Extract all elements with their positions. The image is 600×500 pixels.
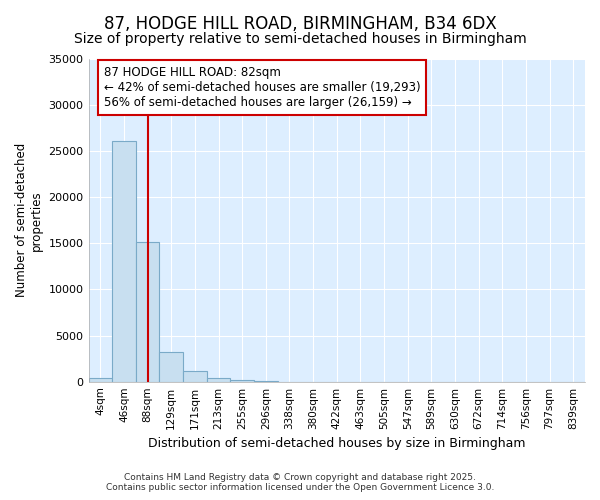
Bar (112, 141, 136, 382)
Bar (207, 378, 230, 382)
Text: 87, HODGE HILL ROAD, BIRMINGHAM, B34 6DX: 87, HODGE HILL ROAD, BIRMINGHAM, B34 6DX (104, 15, 496, 33)
X-axis label: Distribution of semi-detached houses by size in Birmingham: Distribution of semi-detached houses by … (148, 437, 526, 450)
Text: Size of property relative to semi-detached houses in Birmingham: Size of property relative to semi-detach… (74, 32, 526, 46)
Text: 87 HODGE HILL ROAD: 82sqm
← 42% of semi-detached houses are smaller (19,293)
56%: 87 HODGE HILL ROAD: 82sqm ← 42% of semi-… (104, 66, 421, 110)
Bar (183, 370, 207, 382)
Bar (136, 242, 160, 382)
Bar (160, 352, 183, 382)
Bar (89, 378, 112, 382)
Y-axis label: Number of semi-detached
properties: Number of semi-detached properties (15, 143, 43, 298)
Bar (254, 381, 278, 382)
Text: Contains HM Land Registry data © Crown copyright and database right 2025.
Contai: Contains HM Land Registry data © Crown c… (106, 473, 494, 492)
Bar (230, 380, 254, 382)
